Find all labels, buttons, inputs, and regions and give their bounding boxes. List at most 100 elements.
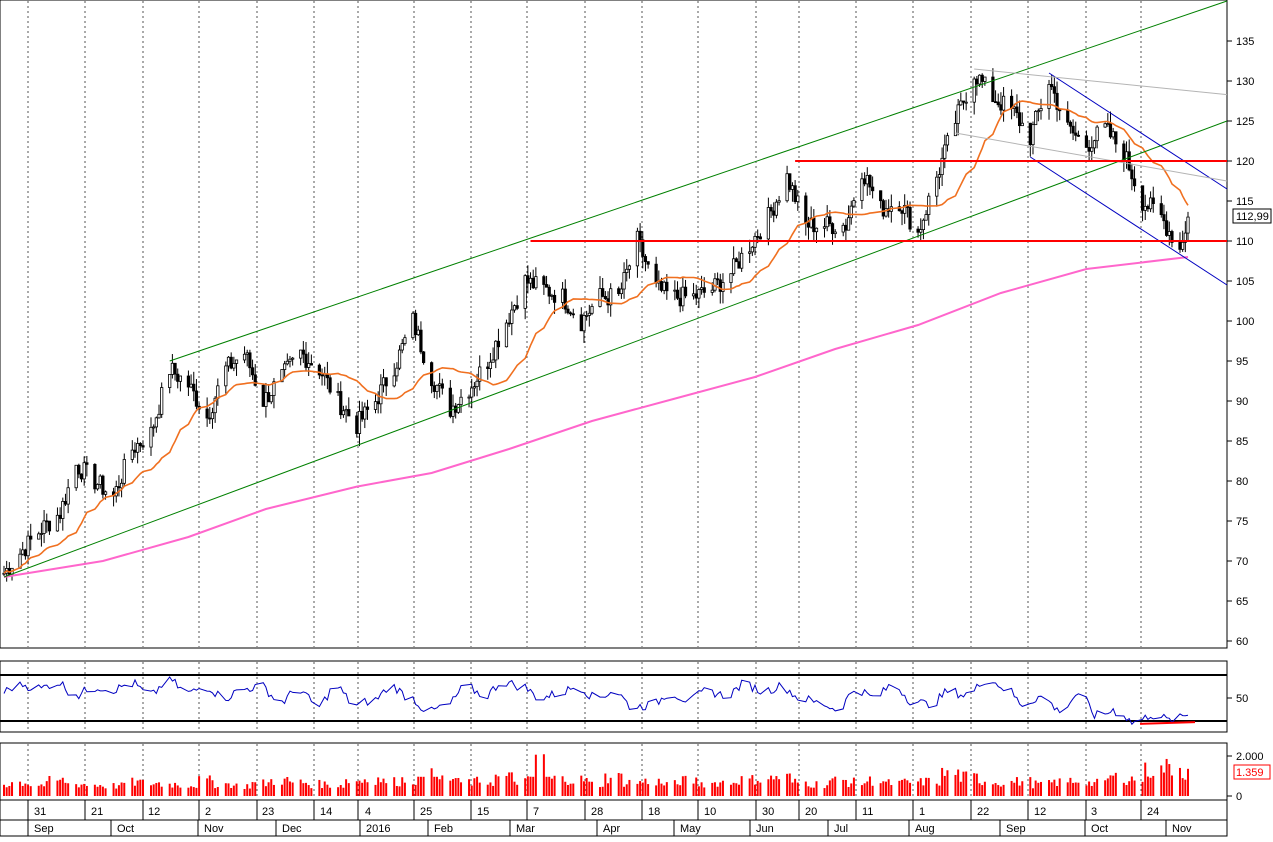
candle-body (841, 224, 845, 233)
candle-body (344, 409, 348, 412)
candle-body (176, 373, 180, 382)
candle-body (758, 236, 762, 240)
day-label: 14 (320, 806, 332, 818)
volume-bar (1088, 781, 1091, 796)
volume-bar (8, 785, 11, 796)
candle-body (863, 178, 867, 185)
volume-bar (684, 775, 687, 796)
candle-body (133, 449, 137, 453)
day-label: 11 (862, 806, 873, 818)
oscillator-divergence-line (1139, 721, 1196, 725)
candle-body (21, 549, 25, 555)
volume-bar (104, 788, 107, 796)
candle-body (66, 487, 70, 505)
volume-bar (831, 778, 834, 796)
candle-body (307, 363, 311, 368)
candle-body (884, 208, 888, 217)
candle-body (194, 390, 199, 407)
candle-body (448, 387, 452, 417)
volume-bar (286, 777, 289, 796)
volume-tick-label: 2.000 (1236, 751, 1264, 763)
volume-bar (75, 784, 78, 796)
candle-body (643, 256, 648, 263)
candle-body (467, 396, 471, 399)
volume-bar (216, 787, 219, 796)
candle-body (748, 251, 752, 254)
candle-body (617, 288, 621, 295)
volume-bar (489, 782, 492, 796)
candle-body (42, 520, 46, 534)
volume-bar (1170, 775, 1173, 796)
candle-body (638, 230, 642, 241)
volume-bar (740, 776, 743, 796)
volume-bar (1093, 782, 1096, 796)
volume-bar (898, 780, 901, 796)
candle-body (1047, 84, 1051, 109)
volume-bar (1104, 780, 1107, 796)
volume-bar (160, 786, 163, 796)
candle-body (961, 100, 966, 103)
candle-body (248, 352, 252, 369)
candle-body (603, 296, 607, 300)
candle-body (157, 413, 161, 419)
volume-bar (1029, 777, 1032, 796)
candle-body (365, 406, 370, 410)
price-panel[interactable] (0, 0, 1228, 649)
volume-bar (513, 781, 516, 796)
candle-body (550, 294, 554, 297)
candle-body (413, 312, 418, 336)
candle-body (702, 287, 706, 293)
volume-bar (192, 787, 195, 796)
candle-body (673, 289, 677, 292)
volume-bar (302, 783, 305, 796)
volume-bar (1178, 767, 1181, 796)
volume-bar (553, 775, 556, 796)
price-tick-label: 135 (1236, 36, 1254, 48)
volume-bar (957, 769, 960, 796)
grey-trendline (974, 68, 1228, 96)
volume-bar (1144, 762, 1147, 796)
volume-bar (347, 783, 350, 796)
volume-bar (403, 782, 406, 796)
month-label: Jun (756, 823, 774, 835)
volume-bar (572, 783, 575, 796)
volume-bar (454, 778, 457, 796)
candle-body (716, 278, 720, 281)
volume-bar (494, 774, 497, 796)
trendline (3, 120, 1228, 578)
candle-body (729, 273, 733, 283)
volume-bar (601, 786, 604, 796)
volume-bar (815, 781, 818, 796)
volume-bar (208, 775, 211, 796)
volume-panel[interactable] (0, 742, 1228, 801)
volume-bar (590, 781, 593, 796)
volume-bar (807, 786, 810, 796)
volume-bar (588, 781, 591, 796)
candle-body (983, 76, 987, 82)
volume-bar (1133, 780, 1136, 796)
day-label: 1 (919, 806, 925, 818)
volume-bar (673, 780, 676, 796)
candle-body (98, 475, 102, 485)
candle-body (472, 386, 476, 389)
candle-body (622, 272, 626, 290)
candle-body (1111, 131, 1115, 138)
candle-body (683, 286, 688, 297)
last-price-tag: 112,99 (1232, 208, 1272, 224)
candle-body (991, 76, 995, 103)
volume-bar (48, 775, 51, 796)
candle-body (74, 464, 78, 489)
volume-bar (788, 773, 791, 796)
candle-body (304, 353, 308, 368)
day-label: 25 (420, 806, 432, 818)
volume-bar (1021, 781, 1024, 796)
volume-bar (478, 782, 481, 796)
volume-bar (697, 786, 700, 796)
candle-body (1066, 110, 1070, 123)
volume-bar (1034, 780, 1037, 796)
volume-bar (305, 782, 308, 796)
candle-body (138, 443, 142, 447)
volume-bar (917, 781, 920, 796)
day-label: 10 (704, 806, 716, 818)
